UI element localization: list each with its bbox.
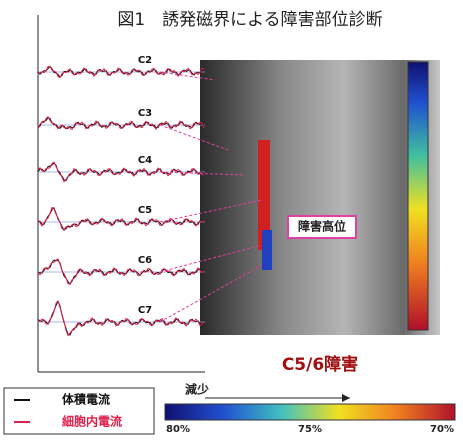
lesion-bar-blue xyxy=(262,230,272,270)
colorbar-label: 70% xyxy=(430,424,454,435)
title: 図1 誘発磁界による障害部位診断 xyxy=(117,10,382,30)
colorbar-label: 80% xyxy=(166,424,190,435)
trace-label: C4 xyxy=(138,155,152,166)
colorbar-direction: 減少 xyxy=(185,382,209,397)
annotation: 障害高位 xyxy=(298,219,346,234)
legend-label: 細胞内電流 xyxy=(62,414,122,429)
trace-label: C5 xyxy=(138,205,152,216)
trace-label: C3 xyxy=(138,108,152,119)
trace-label: C7 xyxy=(138,305,152,316)
xray-image xyxy=(200,60,440,335)
figure: 図1 誘発磁界による障害部位診断 障害高位 C5/6障害 C2 C3 C4 C5 C6 C… xyxy=(0,0,463,437)
waveform xyxy=(38,301,204,336)
legend-label: 体積電流 xyxy=(62,392,110,407)
waveform xyxy=(38,208,204,230)
waveform xyxy=(38,259,204,284)
caption: C5/6障害 xyxy=(282,354,358,375)
horizontal-colorbar xyxy=(165,404,455,420)
colorbar-label: 75% xyxy=(298,424,322,435)
direction-arrowhead xyxy=(342,394,350,402)
waveform xyxy=(38,207,204,229)
trace-label: C2 xyxy=(138,55,152,66)
trace-label: C6 xyxy=(138,255,152,266)
vertical-colorbar xyxy=(408,62,428,330)
